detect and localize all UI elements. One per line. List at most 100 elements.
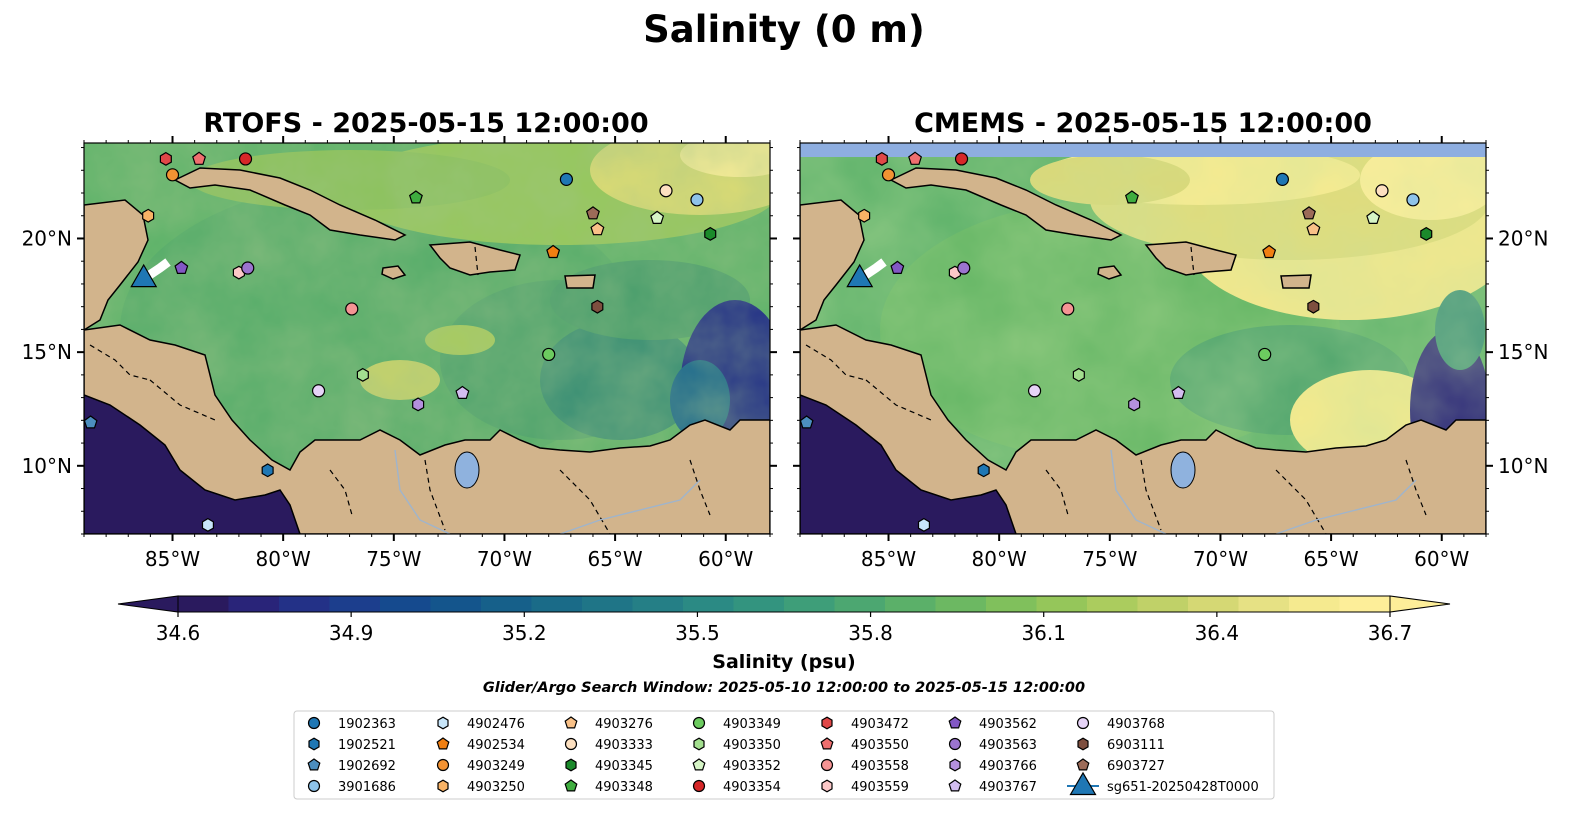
colorbar-bin (1188, 596, 1240, 612)
float-marker-4903345 (1420, 226, 1433, 241)
legend-marker-4903558 (820, 758, 834, 772)
legend-label: 1902692 (338, 759, 396, 774)
colorbar-bins (117, 595, 1451, 613)
search-window-note: Glider/Argo Search Window: 2025-05-10 12… (483, 680, 1085, 696)
float-marker-4903333 (1375, 184, 1389, 198)
legend-label: 4902476 (467, 717, 525, 732)
float-marker-4902534 (546, 244, 561, 259)
float-marker-6903111 (591, 299, 604, 314)
legend-label: 4903767 (979, 780, 1037, 795)
legend-marker-4903562 (948, 716, 962, 729)
colorbar-bin (481, 596, 533, 612)
x-tick-label: 70°W (1193, 547, 1248, 571)
legend-label: 4903345 (595, 759, 653, 774)
float-marker-4903352 (1366, 210, 1381, 224)
colorbar-bin (1036, 596, 1088, 612)
legend-marker-4903559 (821, 779, 833, 793)
x-tick-label: 75°W (366, 547, 421, 571)
x-tick-label: 85°W (861, 547, 916, 571)
legend-label: 1902363 (338, 717, 396, 732)
legend-marker-4903249 (436, 758, 450, 772)
legend-marker-4902476 (437, 716, 449, 730)
legend-marker-sg651-20250428T0000 (1069, 771, 1097, 796)
float-marker-4903766 (1128, 397, 1141, 412)
legend-marker-1902363 (307, 716, 321, 730)
float-marker-4903767 (455, 385, 470, 399)
float-marker-4903558 (345, 302, 359, 316)
legend-label: 1902521 (338, 738, 396, 753)
pacific-low-salinity-rtofs (84, 394, 301, 534)
colorbar-bin (1137, 596, 1189, 612)
float-marker-4903345 (704, 226, 717, 241)
legend-label: 4903550 (851, 738, 909, 753)
legend-marker-4903276 (564, 716, 578, 729)
y-tick-label: 10°N (22, 454, 72, 478)
y-tick-label: 10°N (1498, 454, 1548, 478)
x-tick-label: 65°W (587, 547, 642, 571)
float-marker-4903472 (159, 151, 172, 166)
legend-marker-4903250 (437, 779, 449, 793)
map-panel-rtofs: RTOFS - 2025-05-15 12:00:00 (22, 108, 777, 571)
y-tick-label: 20°N (22, 226, 72, 250)
legend-label: 4903354 (723, 780, 781, 795)
plot-frame-rtofs (83, 142, 771, 535)
float-marker-4903354 (238, 152, 253, 166)
legend-label: 4903563 (979, 738, 1037, 753)
legend-label: 3901686 (338, 780, 396, 795)
y-tick-label: 15°N (1498, 340, 1548, 364)
colorbar-bin (1339, 596, 1391, 612)
legend-marker-3901686 (307, 779, 321, 793)
colorbar-bin (632, 596, 684, 612)
legend-label: 4903250 (467, 780, 525, 795)
float-marker-4903562 (174, 260, 189, 274)
colorbar-bin (228, 596, 280, 612)
legend-marker-4903350 (693, 737, 705, 751)
legend-label: sg651-20250428T0000 (1107, 780, 1259, 795)
float-marker-1902692 (800, 415, 814, 429)
map-panel-cmems: CMEMS - 2025-05-15 12:00:00 (793, 108, 1548, 571)
x-tick-label: 85°W (145, 547, 200, 571)
float-marker-4903766 (412, 397, 425, 412)
legend-marker-4903352 (692, 758, 706, 771)
legend-marker-4903333 (564, 737, 578, 751)
float-marker-4903350 (356, 367, 369, 382)
legend: 1902363 1902521 1902692 3901686 4902476 49025… (293, 710, 1275, 800)
float-marker-4903350 (1072, 367, 1085, 382)
land-cmems (800, 167, 1486, 534)
legend-marker-4903354 (692, 779, 706, 793)
legend-label: 4903352 (723, 759, 781, 774)
panel-title-cmems: CMEMS - 2025-05-15 12:00:00 (914, 108, 1372, 139)
colorbar-bin (178, 596, 230, 612)
x-tick-label: 65°W (1303, 547, 1358, 571)
legend-marker-4903349 (692, 716, 706, 730)
colorbar-tick-label: 36.4 (1195, 621, 1240, 645)
float-marker-4903563 (957, 261, 971, 275)
colorbar-bin (1289, 596, 1341, 612)
float-marker-3901686 (1406, 193, 1420, 207)
legend-marker-4903563 (948, 737, 962, 751)
legend-marker-6903727 (1076, 758, 1090, 771)
colorbar-bin (733, 596, 785, 612)
float-marker-6903111 (1307, 299, 1320, 314)
borders-rtofs (89, 246, 711, 534)
float-marker-1902363 (559, 172, 574, 186)
colorbar-bin (582, 596, 634, 612)
colorbar-bin (279, 596, 331, 612)
float-marker-4902534 (1262, 244, 1277, 259)
colorbar-bin (986, 596, 1038, 612)
rivers-cmems (1110, 449, 1417, 534)
float-marker-4903558 (1061, 302, 1075, 316)
float-marker-3901686 (690, 193, 704, 207)
float-marker-4902476 (201, 517, 214, 532)
float-marker-1902521 (977, 463, 990, 478)
colorbar-extend-high (1389, 595, 1451, 613)
float-marker-1902363 (1275, 172, 1290, 186)
float-marker-4903550 (908, 151, 922, 165)
rivers-rtofs (394, 449, 701, 534)
colorbar-tick-label: 35.5 (675, 621, 720, 645)
colorbar-bin (885, 596, 937, 612)
legend-marker-4903767 (948, 779, 962, 792)
plot-frame-cmems (799, 142, 1487, 535)
lake-maracaibo-rtofs (454, 451, 480, 489)
colorbar: 34.6 34.9 35.2 35.5 35.8 36.1 36.4 36.7 Salinit… (117, 595, 1451, 673)
